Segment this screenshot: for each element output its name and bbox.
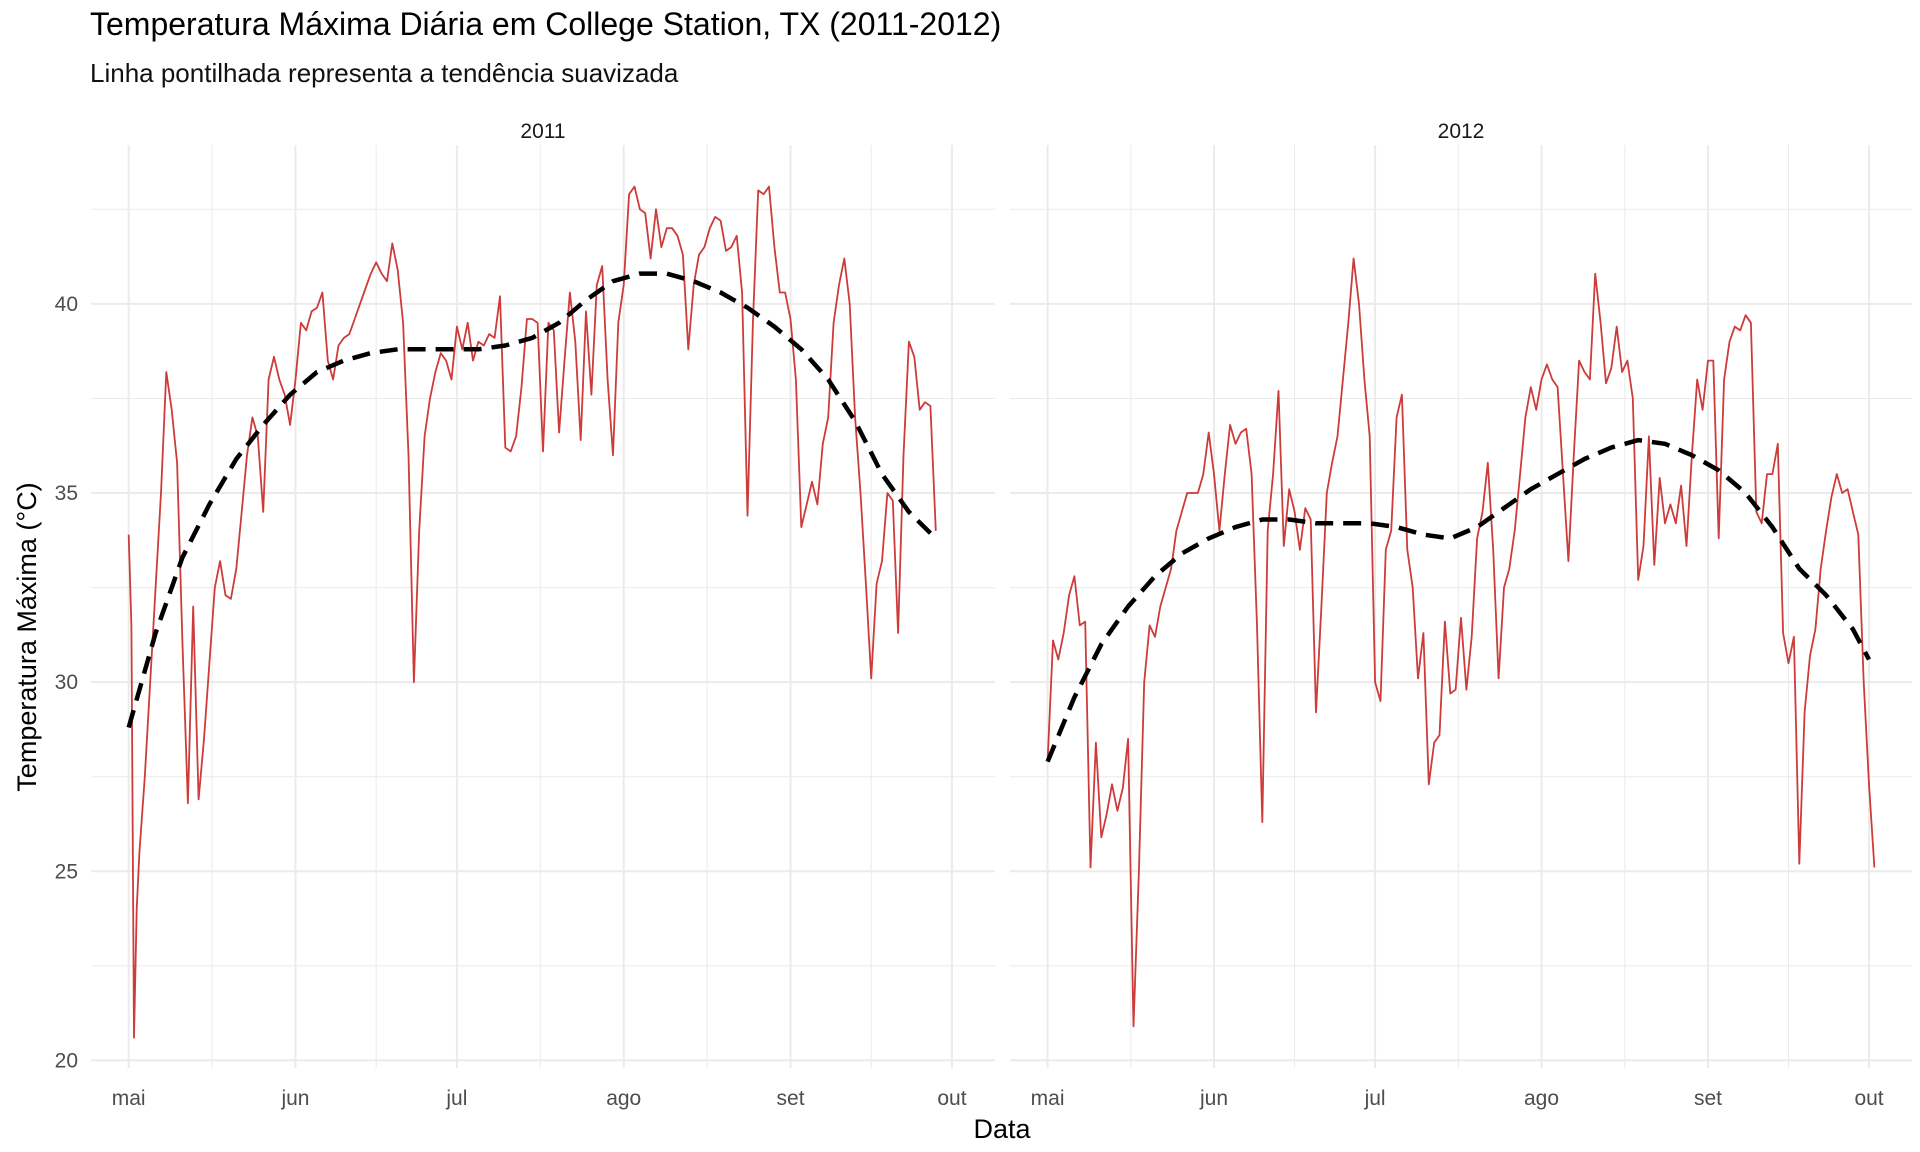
panel-2011: mai jun jul ago set out 2011: [91, 120, 995, 1110]
panel-label: 2012: [1438, 120, 1485, 143]
x-tick-label: jun: [280, 1087, 309, 1110]
x-tick-label: ago: [606, 1087, 641, 1110]
panel-2012: mai jun jul ago set out 2012: [1010, 120, 1912, 1110]
trend-line-2011: [126, 271, 938, 729]
series-line-2011: [127, 185, 937, 1039]
panel-label: 2011: [520, 120, 565, 143]
x-tick-label: jun: [1199, 1087, 1228, 1110]
x-tick-label: ago: [1524, 1087, 1559, 1110]
y-tick-label: 20: [55, 1049, 78, 1072]
x-tick-label: out: [937, 1087, 966, 1110]
y-tick-label: 40: [55, 293, 78, 316]
x-tick-label: mai: [1031, 1087, 1065, 1110]
x-tick-label: mai: [112, 1087, 146, 1110]
chart-title: Temperatura Máxima Diária em College Sta…: [90, 6, 1002, 42]
x-tick-label: out: [1854, 1087, 1883, 1110]
x-tick-label: set: [777, 1087, 805, 1110]
trend-line-2012: [1045, 437, 1871, 763]
y-tick-label: 25: [55, 860, 78, 883]
series-line-2012: [1046, 257, 1876, 1028]
x-tick-label: jul: [445, 1087, 467, 1110]
x-tick-label: jul: [1364, 1087, 1386, 1110]
y-tick-label: 30: [55, 671, 78, 694]
y-axis-title: Temperatura Máxima (°C): [12, 482, 42, 791]
y-axis: 20 25 30 35 40: [55, 293, 78, 1073]
x-tick-label: set: [1694, 1087, 1722, 1110]
x-axis-title: Data: [973, 1114, 1031, 1144]
y-tick-label: 35: [55, 482, 78, 505]
chart-subtitle: Linha pontilhada representa a tendência …: [90, 58, 679, 88]
